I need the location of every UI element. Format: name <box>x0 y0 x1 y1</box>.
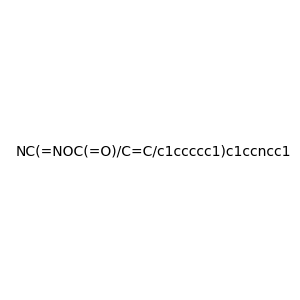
Text: NC(=NOC(=O)/C=C/c1ccccc1)c1ccncc1: NC(=NOC(=O)/C=C/c1ccccc1)c1ccncc1 <box>16 145 292 158</box>
